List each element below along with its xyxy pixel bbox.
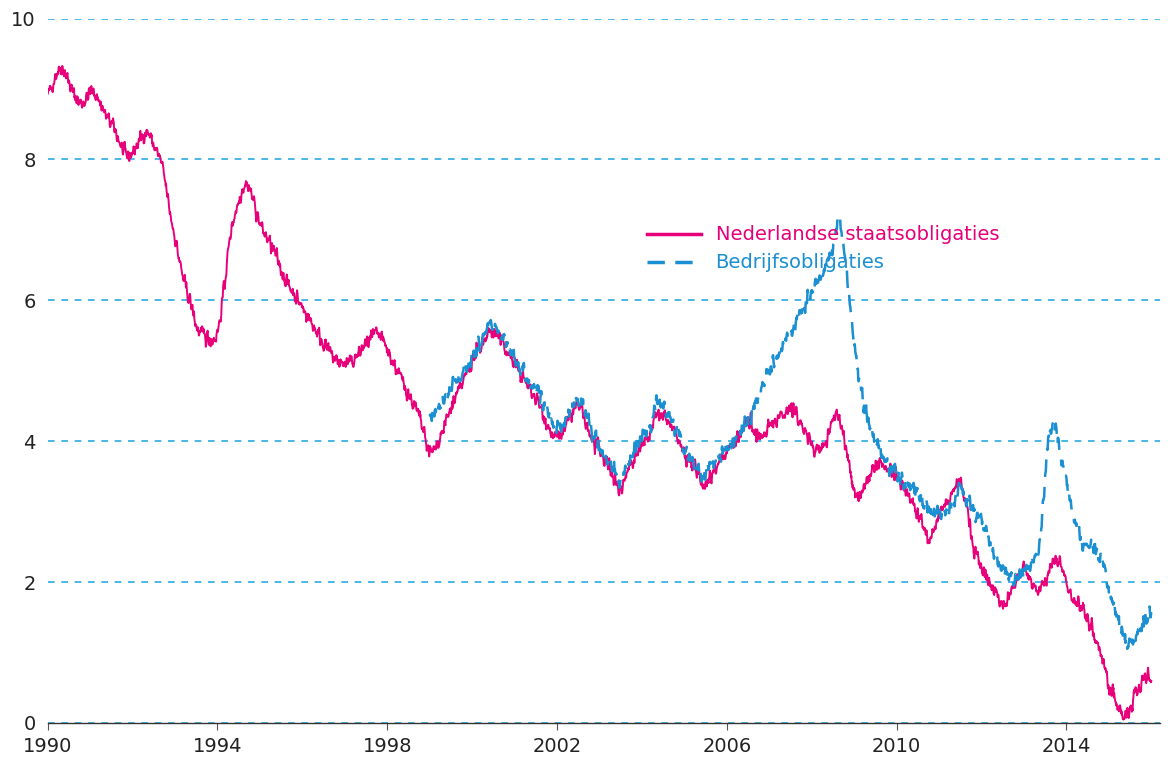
Legend: Nederlandse staatsobligaties, Bedrijfsobligaties: Nederlandse staatsobligaties, Bedrijfsob… xyxy=(639,218,1006,279)
